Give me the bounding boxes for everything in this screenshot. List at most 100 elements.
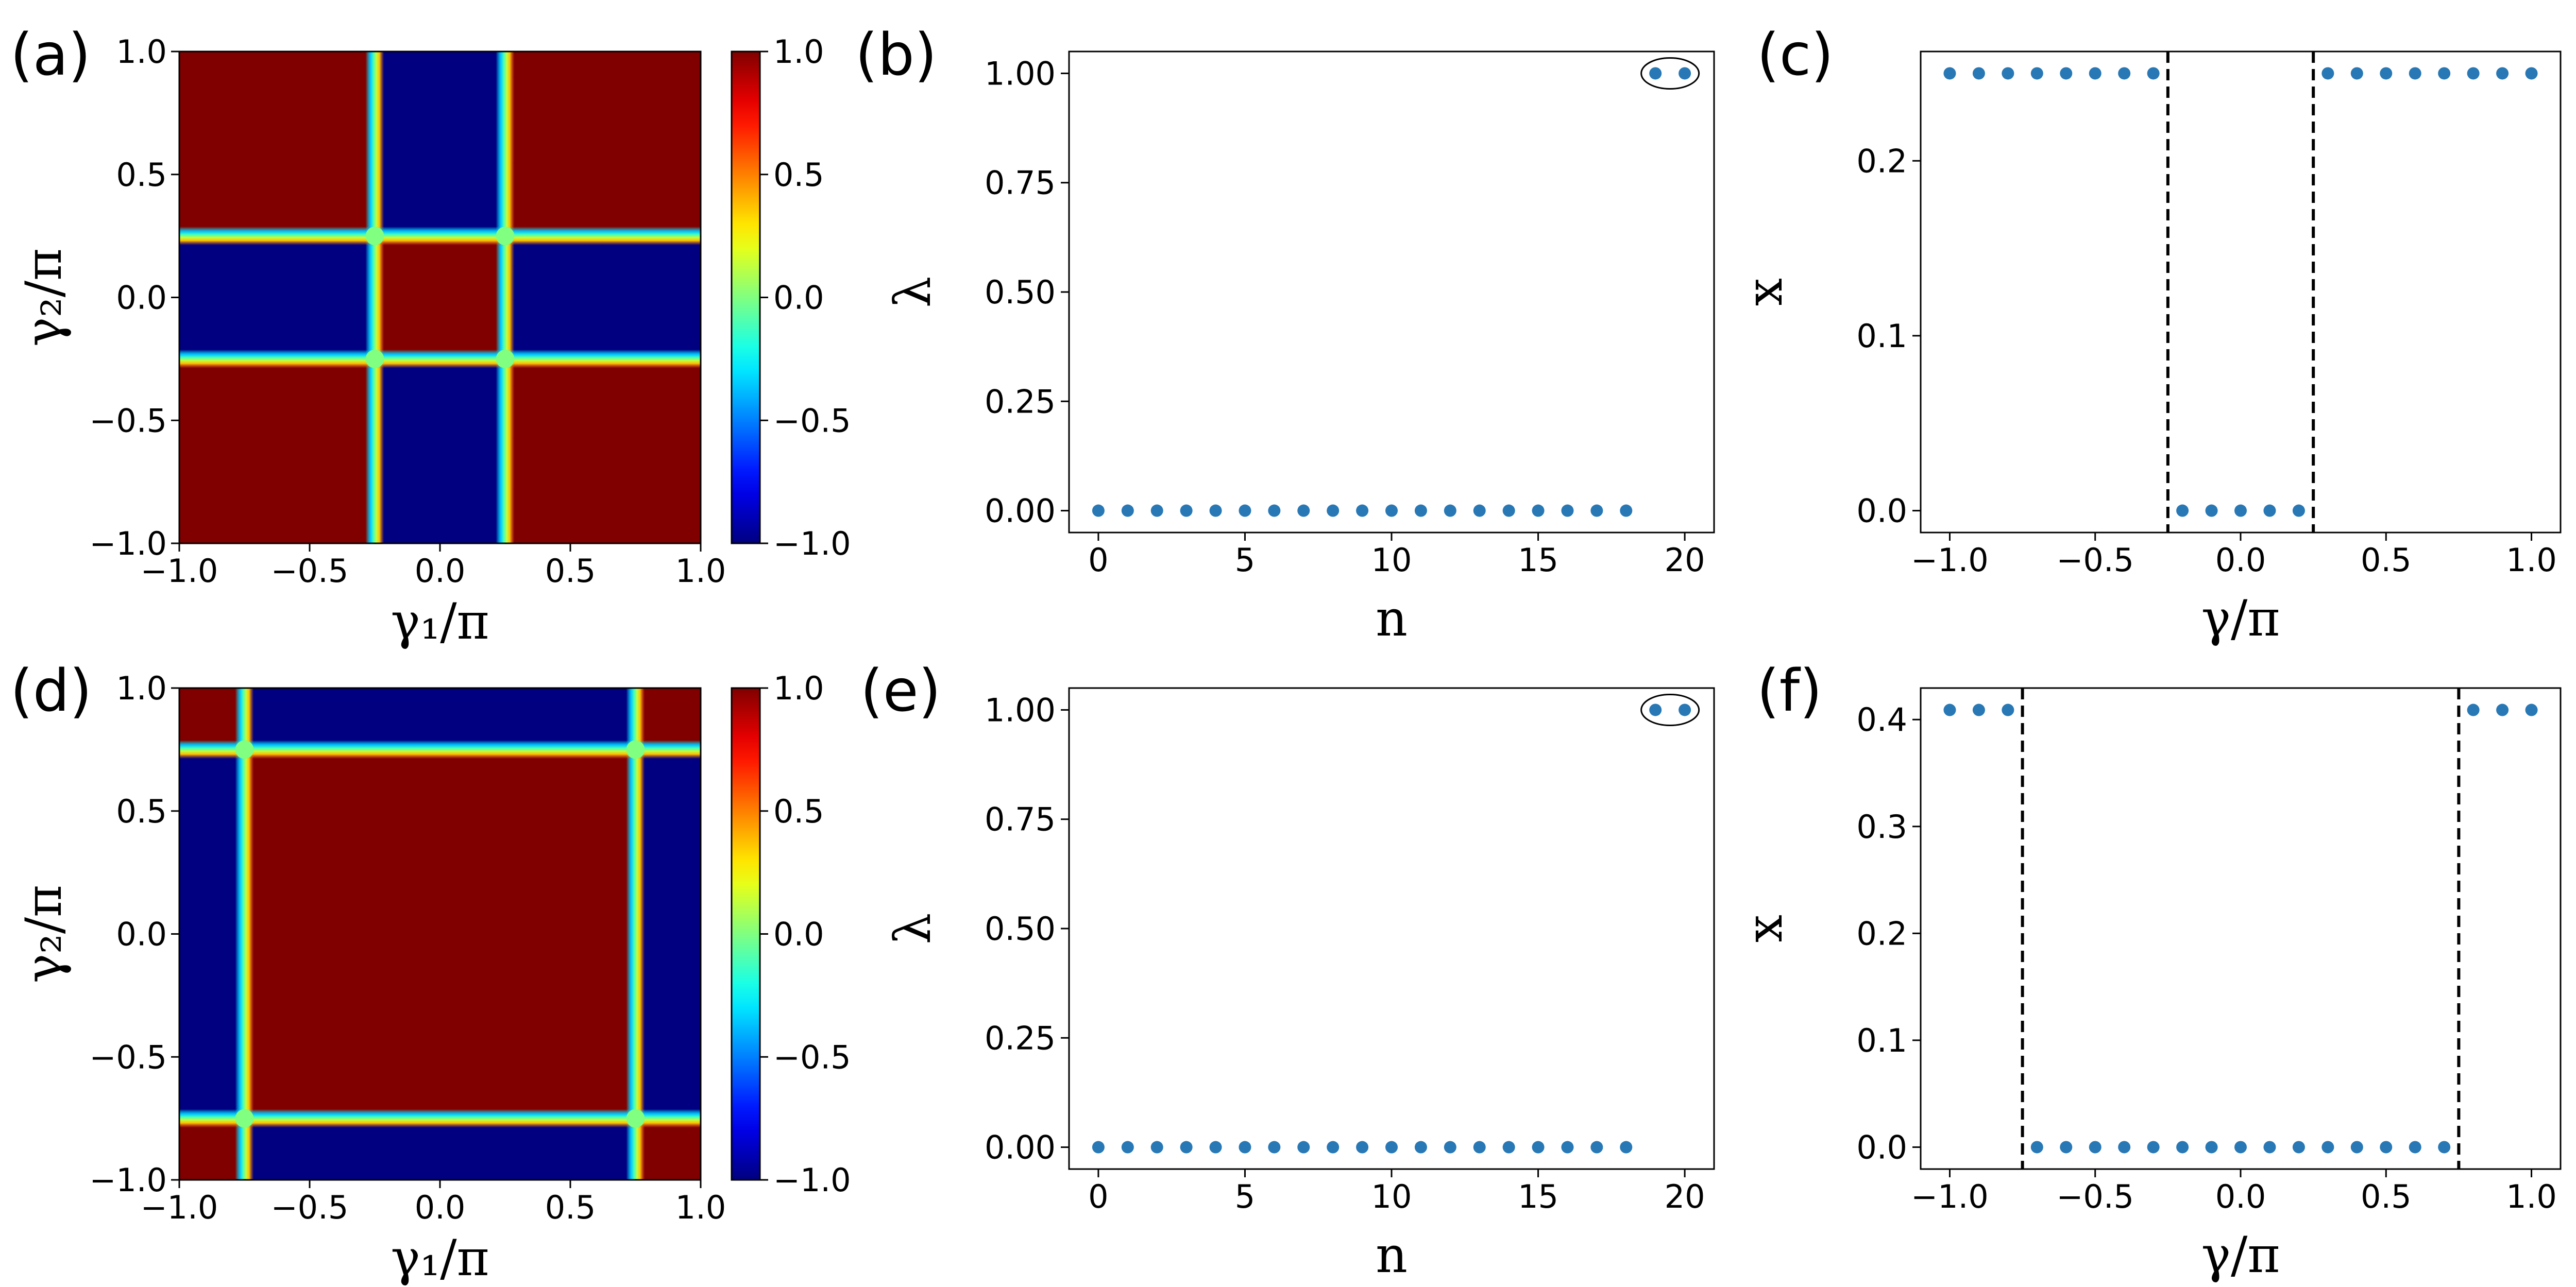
data-point: [2205, 504, 2218, 517]
x-tick-label: 20: [1665, 1178, 1705, 1215]
heatmap-panel-3: −1.0−1.0−0.5−0.50.00.00.50.51.01.0γ₁/πγ₂…: [15, 670, 851, 1287]
colorbar-tick-label: −0.5: [773, 1038, 851, 1076]
heatmap-boundary-vertical: [496, 52, 515, 543]
heatmap-region: [244, 1118, 636, 1180]
data-point: [2205, 1141, 2218, 1154]
data-point: [1502, 504, 1515, 517]
data-point: [1209, 1141, 1222, 1154]
data-point: [2147, 1141, 2160, 1154]
x-tick-label: 1.0: [675, 552, 726, 590]
highlight-ellipse: [1640, 693, 1700, 726]
x-axis-label: n: [1376, 590, 1408, 647]
data-point: [2321, 67, 2334, 80]
data-point: [2234, 1141, 2247, 1154]
data-point: [1620, 504, 1633, 517]
data-point: [2467, 67, 2480, 80]
data-point: [1209, 504, 1222, 517]
colorbar-tick-label: 0.0: [773, 916, 824, 953]
scatter-panel-1: 0 5 10 15 20 0.00 0.25 0.50 0.75 1.00 n λ: [884, 50, 1715, 647]
data-point: [1180, 504, 1193, 517]
y-tick-label: −1.0: [89, 1161, 167, 1199]
data-point: [1356, 504, 1369, 517]
data-point: [1590, 504, 1603, 517]
x-tick-label: 0: [1088, 1178, 1108, 1215]
y-tick-label: 0.4: [1856, 701, 1907, 739]
y-tick-label: 0.50: [985, 910, 1056, 948]
data-point: [2467, 703, 2480, 716]
data-point: [1679, 703, 1691, 716]
heatmap-region: [179, 749, 245, 1119]
data-point: [2030, 67, 2043, 80]
x-tick-label: −0.5: [271, 1189, 349, 1226]
heatmap-region: [505, 358, 701, 543]
y-axis-label: λ: [884, 913, 942, 945]
axes-frame: [1920, 687, 2562, 1170]
heatmap-region: [179, 688, 245, 750]
heatmap-crossing: [235, 1109, 254, 1128]
heatmap-region: [635, 749, 701, 1119]
data-point: [2350, 67, 2363, 80]
x-tick-label: 0.5: [2361, 541, 2412, 579]
x-tick-label: 20: [1665, 541, 1705, 579]
heatmap-boundary-horizontal: [179, 227, 701, 246]
x-tick-label: 0.0: [415, 1189, 466, 1226]
colorbar-tick-label: −1.0: [773, 1161, 851, 1199]
data-point: [1620, 1141, 1633, 1154]
data-point: [1268, 504, 1281, 517]
data-point: [2118, 1141, 2131, 1154]
data-point: [2030, 1141, 2043, 1154]
data-point: [1180, 1141, 1193, 1154]
axes-frame: [1920, 50, 2562, 534]
heatmap-boundary-horizontal: [179, 1109, 701, 1128]
x-tick-label: 1.0: [675, 1189, 726, 1226]
panel-label: (f): [1757, 658, 1822, 725]
data-point: [2060, 67, 2073, 80]
heatmap-region: [635, 688, 701, 750]
y-tick-label: 0.2: [1856, 142, 1907, 180]
data-point: [2380, 1141, 2393, 1154]
data-point: [1239, 504, 1251, 517]
heatmap-crossing: [365, 349, 384, 368]
heatmap-crossing: [365, 227, 384, 246]
data-point: [1150, 504, 1163, 517]
x-tick-label: −0.5: [2056, 1178, 2134, 1215]
y-tick-label: 0.25: [985, 1019, 1056, 1057]
heatmap-crossing: [626, 1109, 645, 1128]
y-tick-label: 1.0: [116, 670, 167, 707]
data-point: [2409, 1141, 2421, 1154]
data-point: [2176, 504, 2189, 517]
y-tick-label: 0.25: [985, 383, 1056, 420]
x-axis-label: n: [1376, 1226, 1408, 1284]
data-point: [1092, 1141, 1105, 1154]
heatmap-boundary-vertical: [365, 52, 384, 543]
y-tick-label: 0.00: [985, 492, 1056, 530]
heatmap-region: [375, 52, 505, 236]
colorbar-tick-label: −0.5: [773, 402, 851, 439]
y-tick-label: 0.5: [116, 156, 167, 194]
heatmap-region: [179, 1118, 245, 1180]
data-point: [1385, 504, 1398, 517]
highlight-ellipse: [1640, 57, 1700, 90]
x-tick-label: −1.0: [1911, 1178, 1989, 1215]
data-point: [2263, 1141, 2276, 1154]
data-point: [1972, 67, 1985, 80]
data-point: [1502, 1141, 1515, 1154]
x-tick-label: −0.5: [271, 552, 349, 590]
data-point: [2002, 67, 2014, 80]
x-tick-label: 10: [1371, 541, 1412, 579]
y-tick-label: 1.00: [985, 691, 1056, 729]
x-tick-label: 0.5: [545, 1189, 596, 1226]
data-point: [2234, 504, 2247, 517]
y-tick-label: 1.0: [116, 33, 167, 71]
y-tick-label: 0.00: [985, 1129, 1056, 1166]
y-axis-label: x: [1736, 278, 1793, 306]
data-point: [1327, 1141, 1340, 1154]
y-tick-label: −1.0: [89, 525, 167, 562]
data-point: [2060, 1141, 2073, 1154]
y-tick-label: 0.50: [985, 273, 1056, 311]
y-tick-label: 0.0: [1856, 1128, 1907, 1166]
y-tick-label: 0.0: [116, 916, 167, 953]
data-point: [1150, 1141, 1163, 1154]
data-point: [1532, 1141, 1545, 1154]
